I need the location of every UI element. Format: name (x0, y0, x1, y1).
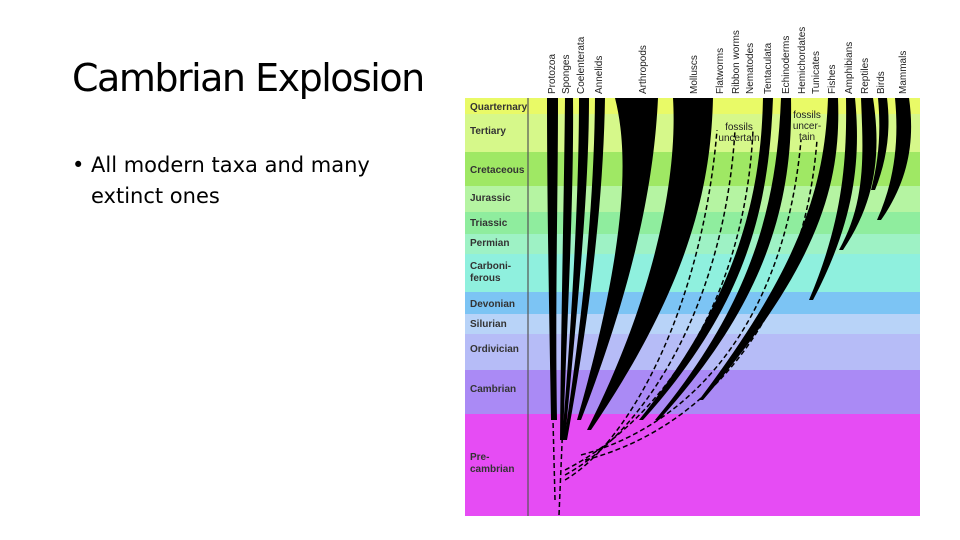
taxon-label-molluscs: Molluscs (689, 55, 700, 94)
band-precambrian (465, 414, 920, 516)
taxon-label-reptiles: Reptiles (860, 58, 871, 94)
band-silurian (465, 314, 920, 334)
lineage-birds (871, 98, 889, 190)
taxon-label-tentaculata: Tentaculata (763, 42, 774, 94)
lineage-dashed-ribbon-worms (564, 129, 736, 476)
lineage-sponges (560, 98, 574, 440)
lineage-reptiles (839, 98, 877, 250)
taxon-label-amphibians: Amphibians (844, 42, 855, 94)
taxon-label-nematodes: Nematodes (745, 43, 756, 94)
bullet-list: • All modern taxa and many extinct ones (72, 150, 412, 212)
lineage-dashed-protozoa (552, 419, 556, 501)
taxon-label-ribbon-worms: Ribbon worms (731, 30, 742, 94)
bullet-text: All modern taxa and many extinct ones (91, 153, 370, 208)
taxon-label-flatworms: Flatworms (715, 48, 726, 94)
lineage-echinoderms (655, 98, 792, 420)
band-devonian (465, 292, 920, 314)
taxon-label-protozoa: Protozoa (547, 54, 558, 94)
period-label-devonian: Devonian (470, 299, 515, 310)
period-label-precambrian-2: cambrian (470, 464, 514, 475)
lineage-dashed-tunicates (584, 139, 818, 461)
period-label-permian: Permian (470, 238, 509, 249)
note-fossils-uncertain-3: fossils (793, 110, 821, 121)
period-label-carboniferous-2: ferous (470, 273, 501, 284)
lineage-dashed-hemichordates (580, 139, 802, 456)
lineage-arthropods (577, 98, 658, 420)
period-label-ordivician: Ordivician (470, 344, 519, 355)
taxon-label-birds: Birds (876, 71, 887, 94)
taxon-label-fishes: Fishes (827, 65, 838, 94)
lineage-dashed-nematodes (564, 129, 754, 471)
taxon-label-echinoderms: Echinoderms (781, 36, 792, 94)
band-carboniferous (465, 254, 920, 292)
taxon-label-annelids: Annelids (594, 56, 605, 94)
taxon-label-coelenterata: Coelenterata (576, 36, 587, 94)
slide-title: Cambrian Explosion (72, 56, 425, 100)
lineage-coelenterata (562, 98, 589, 440)
lineage-protozoa (547, 98, 558, 420)
period-label-silurian: Silurian (470, 319, 507, 330)
period-label-jurassic: Jurassic (470, 193, 511, 204)
band-permian (465, 234, 920, 254)
bullet-marker: • (72, 153, 85, 177)
lineage-molluscs (587, 98, 713, 430)
phylogeny-diagram: Quarternary Tertiary Cretaceous Jurassic… (463, 0, 920, 520)
lineage-mammals (877, 98, 912, 220)
period-label-precambrian: Pre- (470, 452, 489, 463)
taxon-label-arthropods: Arthropods (638, 45, 649, 94)
bullet-item: • All modern taxa and many extinct ones (72, 150, 412, 212)
note-fossils-uncertain-1: fossils (725, 122, 753, 133)
taxon-label-mammals: Mammals (898, 51, 909, 94)
period-label-quarternary: Quarternary (470, 102, 528, 113)
note-fossils-uncertain-5: tain (799, 132, 815, 143)
taxon-label-sponges: Sponges (561, 55, 572, 94)
taxon-label-hemichordates: Hemichordates (797, 27, 808, 94)
lineage-amphibians (809, 98, 857, 300)
period-label-triassic: Triassic (470, 218, 508, 229)
period-label-cambrian: Cambrian (470, 384, 516, 395)
period-label-carboniferous: Carboni- (470, 261, 511, 272)
note-fossils-uncertain-2: uncertain (718, 133, 759, 144)
period-label-tertiary: Tertiary (470, 126, 506, 137)
lineage-annelids (564, 98, 605, 440)
note-fossils-uncertain-4: uncer- (793, 121, 821, 132)
lineage-dashed-flatworms (564, 129, 718, 481)
taxon-label-tunicates: Tunicates (811, 51, 822, 94)
period-label-cretaceous: Cretaceous (470, 165, 525, 176)
